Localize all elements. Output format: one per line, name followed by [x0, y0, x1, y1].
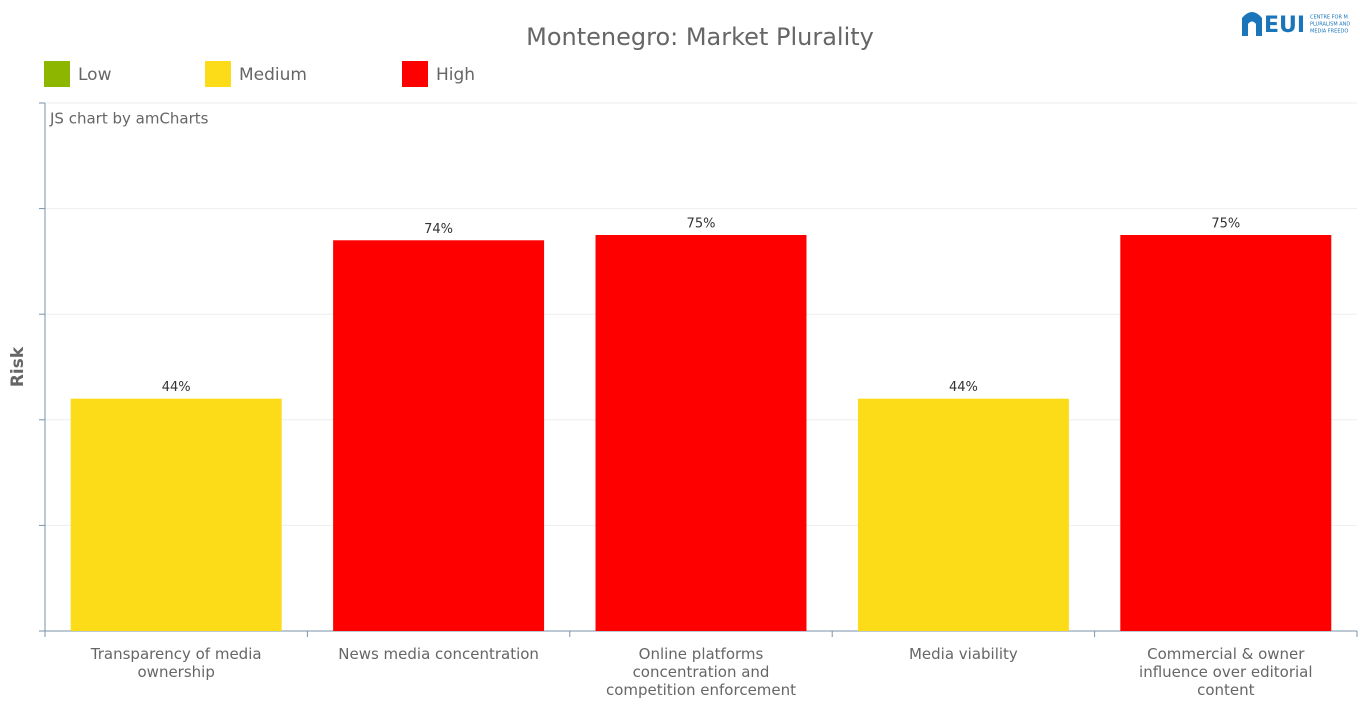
x-tick-label: Commercial & owner influence over editor… [1139, 645, 1313, 699]
x-tick-label-box: Media viability [908, 645, 1018, 663]
bar [333, 240, 545, 631]
logo-icon [1242, 12, 1262, 36]
x-tick-label: News media concentration [338, 645, 539, 663]
data-label: 74% [424, 222, 453, 237]
x-tick-label: Transparency of media ownership [90, 645, 262, 681]
chart-title: Montenegro: Market Plurality [526, 23, 874, 51]
x-tick-label-box: Online platforms concentration and compe… [605, 645, 797, 699]
legend-label: Low [78, 65, 112, 85]
logo-text: EUI [1264, 13, 1305, 38]
y-axis-title: Risk [8, 346, 28, 387]
logo: EUI CENTRE FOR M PLURALISM AND MEDIA FRE… [1242, 12, 1350, 38]
x-tick-label-box: News media concentration [338, 645, 539, 663]
bar [70, 398, 282, 631]
x-tick-label-box: Transparency of media ownership [90, 645, 262, 681]
logo-line: PLURALISM AND [1310, 22, 1350, 28]
legend-label: Medium [239, 65, 307, 85]
logo-line: CENTRE FOR M [1310, 15, 1348, 21]
logo-line: MEDIA FREEDO [1310, 29, 1348, 35]
bar [595, 235, 807, 631]
bar [1120, 235, 1332, 631]
legend-swatch [402, 61, 428, 87]
legend-label: High [436, 65, 475, 85]
x-tick-label: Online platforms concentration and compe… [605, 645, 797, 699]
legend-swatch [205, 61, 231, 87]
data-label: 75% [687, 217, 716, 232]
credit: JS chart by amCharts [49, 110, 209, 128]
bar [857, 398, 1069, 631]
data-label: 44% [949, 380, 978, 395]
x-tick-label: Media viability [908, 645, 1018, 663]
data-label: 75% [1211, 217, 1240, 232]
data-label: 44% [162, 380, 191, 395]
legend-swatch [44, 61, 70, 87]
x-tick-label-box: Commercial & owner influence over editor… [1139, 645, 1313, 699]
